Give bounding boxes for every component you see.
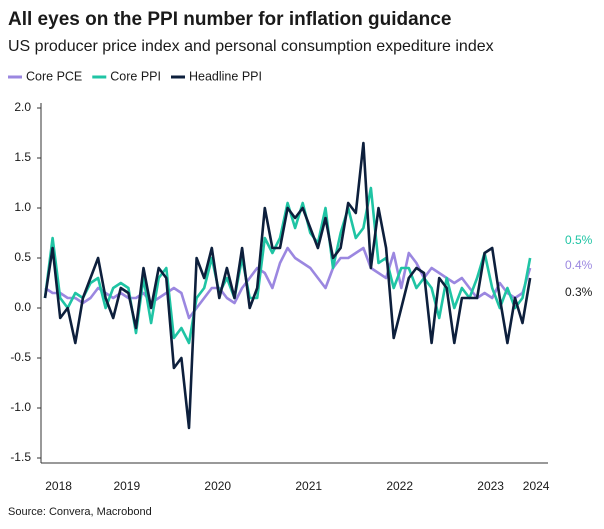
x-tick-label: 2021 <box>295 479 322 493</box>
x-tick-label: 2024 <box>523 479 550 493</box>
y-tick-label: 1.5 <box>14 150 31 164</box>
x-tick-label: 2023 <box>477 479 504 493</box>
series-line <box>44 246 532 320</box>
y-tick-label: -0.5 <box>10 350 31 364</box>
x-tick-label: 2020 <box>204 479 231 493</box>
chart-title: All eyes on the PPI number for inflation… <box>8 9 451 30</box>
legend-label: Core PCE <box>26 69 82 83</box>
y-tick-label: -1.5 <box>10 450 31 464</box>
x-tick-label: 2018 <box>45 479 72 493</box>
series-line <box>43 141 532 430</box>
y-tick-label: -1.0 <box>10 400 31 414</box>
end-label: 0.5% <box>565 233 593 247</box>
y-tick-label: 0.5 <box>14 250 31 264</box>
x-tick-label: 2019 <box>113 479 140 493</box>
end-label: 0.3% <box>565 285 593 299</box>
y-tick-label: 1.0 <box>14 200 31 214</box>
chart-subtitle: US producer price index and personal con… <box>8 38 494 55</box>
legend-label: Headline PPI <box>189 69 262 83</box>
y-tick-label: 0.0 <box>14 300 31 314</box>
legend-label: Core PPI <box>110 69 161 83</box>
series-line <box>43 186 532 345</box>
y-tick-label: 2.0 <box>14 100 31 114</box>
source: Source: Convera, Macrobond <box>8 506 152 518</box>
x-tick-label: 2022 <box>386 479 413 493</box>
end-label: 0.4% <box>565 258 593 272</box>
